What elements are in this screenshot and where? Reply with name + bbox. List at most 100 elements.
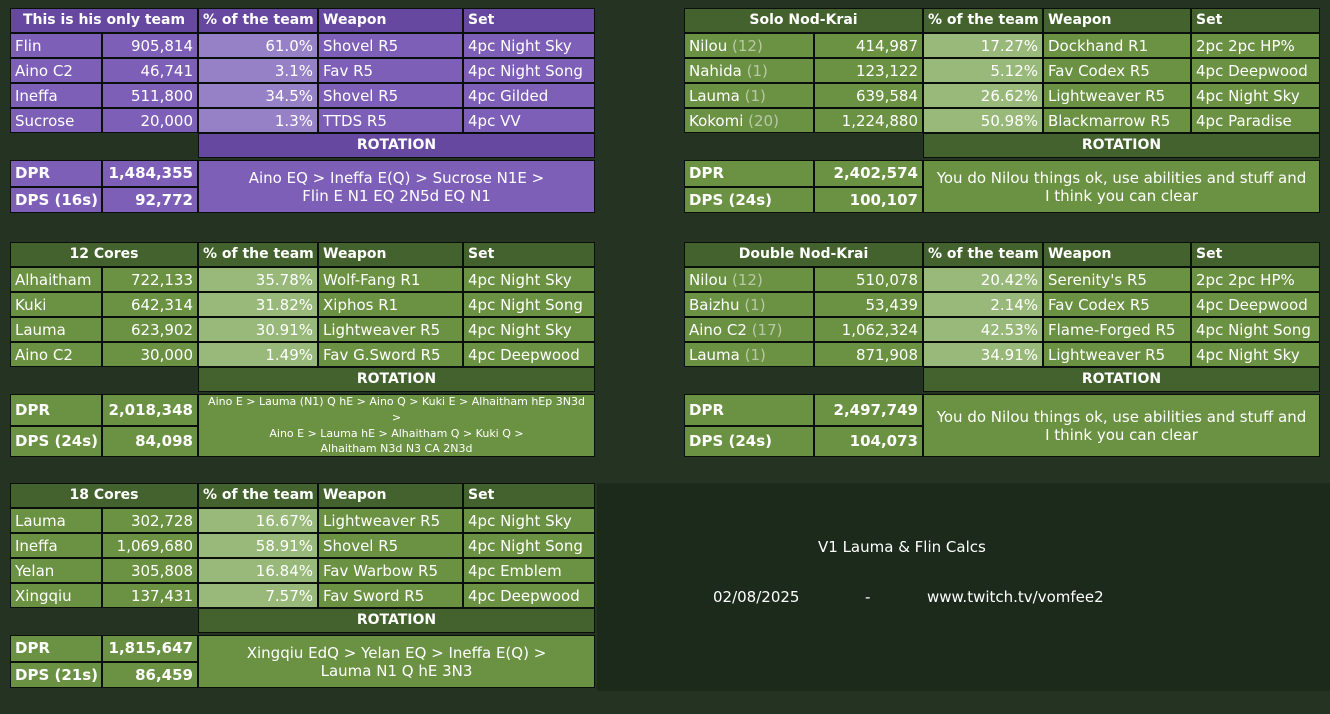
set-value: 4pc Night Sky <box>463 33 595 58</box>
character-name: Lauma (1) <box>684 83 814 108</box>
dpr-value: 2,018,348 <box>102 394 198 426</box>
set-value: 4pc Deepwood <box>1191 292 1320 317</box>
weapon-value: Fav Codex R5 <box>1043 58 1191 83</box>
weapon-value: Lightweaver R5 <box>1043 83 1191 108</box>
header-percent: % of the team <box>923 8 1043 33</box>
header-set: Set <box>463 8 595 33</box>
percent-value: 26.62% <box>923 83 1043 108</box>
character-name-text: Nilou <box>689 36 728 55</box>
character-name: Nilou (12) <box>684 267 814 292</box>
dpr-label: DPR <box>10 394 102 426</box>
dps-value: 104,073 <box>814 425 923 457</box>
set-value: 2pc 2pc HP% <box>1191 33 1320 58</box>
character-name-text: Lauma <box>689 86 740 105</box>
damage-value: 137,431 <box>102 583 198 608</box>
team-title: Solo Nod-Krai <box>684 8 923 33</box>
dps-value: 92,772 <box>102 186 198 213</box>
constellation-count: (17) <box>751 320 783 339</box>
rotation-line: Lauma N1 Q hE 3N3 <box>320 661 473 680</box>
percent-value: 2.14% <box>923 292 1043 317</box>
rotation-line: Flin E N1 EQ 2N5d EQ N1 <box>302 186 491 205</box>
constellation-count: (20) <box>748 111 779 130</box>
rotation-line: I think you can clear <box>1045 425 1198 444</box>
dpr-value: 2,497,749 <box>814 394 923 426</box>
constellation-count: (1) <box>744 295 766 314</box>
character-name-text: Flin <box>15 36 42 55</box>
damage-value: 623,902 <box>102 317 198 342</box>
header-percent: % of the team <box>198 242 318 267</box>
character-name: Ineffa <box>10 533 102 558</box>
character-name-text: Kuki <box>15 295 47 314</box>
character-name-text: Nilou <box>689 270 728 289</box>
dps-value: 84,098 <box>102 425 198 457</box>
rotation-line: You do Nilou things ok, use abilities an… <box>936 168 1307 187</box>
character-name: Baizhu (1) <box>684 292 814 317</box>
weapon-value: Dockhand R1 <box>1043 33 1191 58</box>
damage-value: 1,069,680 <box>102 533 198 558</box>
dps-label: DPS (24s) <box>10 425 102 457</box>
character-name-text: Baizhu <box>689 295 740 314</box>
header-set: Set <box>463 242 595 267</box>
weapon-value: TTDS R5 <box>318 108 463 133</box>
constellation-count: (1) <box>744 345 766 364</box>
percent-value: 3.1% <box>198 58 318 83</box>
dpr-value: 2,402,574 <box>814 160 923 187</box>
dpr-value: 1,815,647 <box>102 635 198 662</box>
character-name-text: Lauma <box>15 320 66 339</box>
damage-value: 302,728 <box>102 508 198 533</box>
dps-label: DPS (21s) <box>10 661 102 688</box>
rotation-line: Aino E > Lauma hE > Alhaitham Q > Kuki Q… <box>269 426 524 440</box>
rotation-header: ROTATION <box>198 367 595 392</box>
character-name-text: Ineffa <box>15 86 58 105</box>
percent-value: 1.3% <box>198 108 318 133</box>
footer-url[interactable]: www.twitch.tv/vomfee2 <box>927 588 1104 606</box>
dpr-label: DPR <box>10 635 102 662</box>
dpr-label: DPR <box>10 160 102 187</box>
footer-date: 02/08/2025 <box>713 588 800 606</box>
header-weapon: Weapon <box>318 242 463 267</box>
percent-value: 16.84% <box>198 558 318 583</box>
header-weapon: Weapon <box>318 8 463 33</box>
percent-value: 34.5% <box>198 83 318 108</box>
set-value: 4pc Night Song <box>463 292 595 317</box>
header-set: Set <box>1191 242 1320 267</box>
footer-title: V1 Lauma & Flin Calcs <box>818 538 986 556</box>
damage-value: 642,314 <box>102 292 198 317</box>
constellation-count: (12) <box>732 36 763 55</box>
footer-panel <box>597 483 1330 691</box>
character-name-text: Aino C2 <box>15 61 73 80</box>
character-name-text: Nahida <box>689 61 742 80</box>
character-name: Lauma <box>10 508 102 533</box>
set-value: 4pc VV <box>463 108 595 133</box>
weapon-value: Fav R5 <box>318 58 463 83</box>
rotation-text: You do Nilou things ok, use abilities an… <box>923 394 1320 457</box>
percent-value: 5.12% <box>923 58 1043 83</box>
character-name-text: Aino C2 <box>689 320 747 339</box>
weapon-value: Xiphos R1 <box>318 292 463 317</box>
weapon-value: Shovel R5 <box>318 533 463 558</box>
character-name: Nahida (1) <box>684 58 814 83</box>
character-name: Kuki <box>10 292 102 317</box>
damage-value: 1,224,880 <box>814 108 923 133</box>
rotation-line: Aino E > Lauma (N1) Q hE > Aino Q > Kuki… <box>208 394 585 424</box>
rotation-header: ROTATION <box>198 133 595 158</box>
percent-value: 30.91% <box>198 317 318 342</box>
rotation-line: Alhaitham N3d N3 CA 2N3d <box>320 442 473 456</box>
dps-label: DPS (24s) <box>684 425 814 457</box>
character-name: Yelan <box>10 558 102 583</box>
character-name-text: Alhaitham <box>15 270 92 289</box>
weapon-value: Lightweaver R5 <box>318 317 463 342</box>
header-weapon: Weapon <box>318 483 463 508</box>
percent-value: 17.27% <box>923 33 1043 58</box>
damage-value: 20,000 <box>102 108 198 133</box>
weapon-value: Fav Sword R5 <box>318 583 463 608</box>
percent-value: 31.82% <box>198 292 318 317</box>
character-name: Xingqiu <box>10 583 102 608</box>
dps-value: 86,459 <box>102 661 198 688</box>
set-value: 4pc Night Song <box>1191 317 1320 342</box>
team-title: 12 Cores <box>10 242 198 267</box>
constellation-count: (1) <box>746 61 768 80</box>
dps-value: 100,107 <box>814 186 923 213</box>
percent-value: 7.57% <box>198 583 318 608</box>
character-name: Nilou (12) <box>684 33 814 58</box>
